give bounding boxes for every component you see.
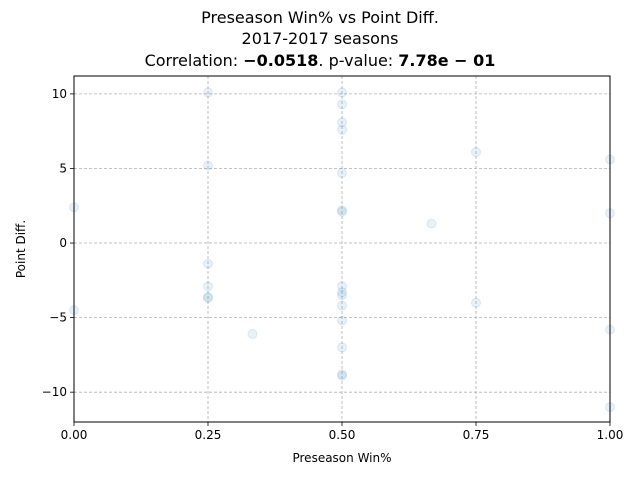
data-point [426, 218, 437, 229]
x-tick-label: 0.25 [195, 428, 222, 442]
y-axis-label: Point Diff. [14, 220, 28, 278]
y-tick-label: −10 [42, 385, 67, 399]
data-point [337, 87, 347, 98]
chart-title: Preseason Win% vs Point Diff. [201, 8, 439, 27]
data-point [337, 124, 347, 135]
data-point [203, 281, 213, 292]
data-point [337, 205, 347, 216]
data-point [203, 160, 213, 171]
data-point [337, 117, 347, 128]
y-tick-label: −5 [49, 311, 67, 325]
x-axis-label: Preseason Win% [292, 451, 391, 465]
x-axis-ticks: 0.00 0.25 0.50 0.75 1.00 [61, 422, 624, 442]
pvalue-label: . p-value: [318, 51, 399, 70]
data-point [337, 342, 347, 353]
chart-stats-line: Correlation: −0.0518. p-value: 7.78e − 0… [0, 51, 640, 70]
data-point [247, 329, 258, 340]
data-point [337, 300, 347, 311]
x-tick-label: 1.00 [597, 428, 624, 442]
correlation-value: −0.0518 [243, 51, 319, 70]
y-tick-label: 0 [59, 236, 67, 250]
chart-subtitle: 2017-2017 seasons [241, 29, 399, 48]
pvalue-value: 7.78e − 01 [398, 51, 496, 70]
data-point [337, 281, 347, 292]
x-tick-label: 0.00 [61, 428, 88, 442]
x-tick-label: 0.75 [463, 428, 490, 442]
data-point [337, 315, 347, 326]
data-point [337, 369, 347, 380]
data-point [203, 87, 213, 98]
data-point [471, 147, 481, 158]
data-point [337, 167, 347, 178]
data-point [337, 370, 347, 381]
correlation-label: Correlation: [144, 51, 244, 70]
data-point [337, 287, 347, 298]
y-tick-label: 5 [59, 161, 67, 175]
data-point [471, 297, 481, 308]
data-point [203, 293, 213, 304]
data-point [337, 99, 347, 110]
data-point [203, 258, 213, 269]
y-tick-label: 10 [52, 87, 67, 101]
data-point [337, 290, 347, 301]
y-axis-ticks: −10 −5 0 5 10 [42, 87, 74, 399]
x-tick-label: 0.50 [329, 428, 356, 442]
data-point [337, 206, 347, 217]
data-point [203, 291, 213, 302]
